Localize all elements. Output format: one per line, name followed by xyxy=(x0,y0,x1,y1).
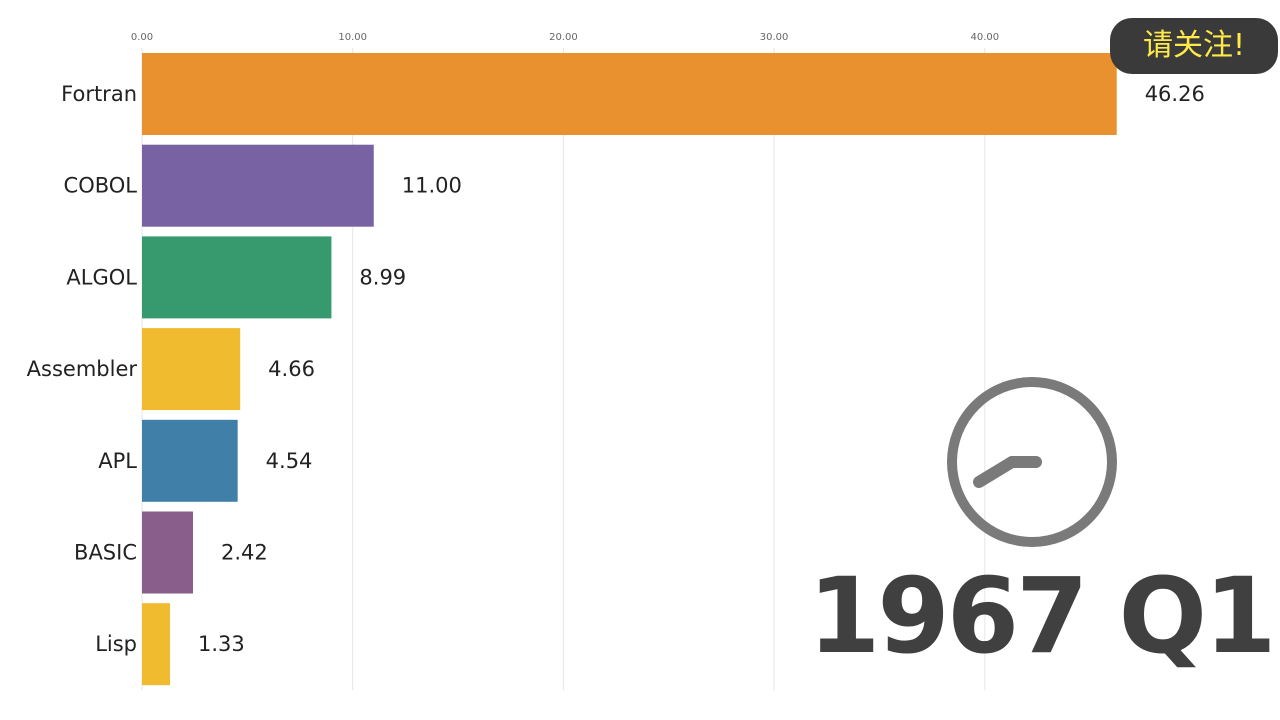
value-label: 2.42 xyxy=(221,541,268,565)
x-tick-label: 40.00 xyxy=(970,32,999,43)
category-label: APL xyxy=(98,449,137,473)
follow-badge: 请关注! xyxy=(1110,18,1278,74)
value-label: 11.00 xyxy=(402,174,462,198)
bars xyxy=(142,53,1117,686)
x-tick-label: 10.00 xyxy=(338,32,367,43)
clock-icon xyxy=(947,377,1117,547)
bar-algol xyxy=(142,236,332,319)
category-label: Assembler xyxy=(27,357,138,381)
bar-apl xyxy=(142,419,238,502)
value-labels: 46.26 11.00 8.99 4.66 4.54 2.42 1.33 xyxy=(198,82,1205,656)
bar-cobol xyxy=(142,144,374,227)
value-label: 1.33 xyxy=(198,632,245,656)
category-label: Lisp xyxy=(95,632,137,656)
category-label: COBOL xyxy=(64,174,138,198)
value-label: 46.26 xyxy=(1145,82,1205,106)
category-label: Fortran xyxy=(61,82,137,106)
bar-assembler xyxy=(142,328,241,411)
x-axis-ticks: 0.00 10.00 20.00 30.00 40.00 xyxy=(131,32,999,43)
category-labels: Fortran COBOL ALGOL Assembler APL BASIC Lisp xyxy=(27,82,138,656)
bar-basic xyxy=(142,511,193,594)
category-label: BASIC xyxy=(74,541,137,565)
period-label: 1967 Q1 xyxy=(808,555,1276,677)
x-tick-label: 30.00 xyxy=(760,32,789,43)
value-label: 8.99 xyxy=(359,265,406,289)
bar-fortran xyxy=(142,53,1117,135)
value-label: 4.66 xyxy=(268,357,315,381)
bar-lisp xyxy=(142,603,171,686)
value-label: 4.54 xyxy=(266,449,313,473)
x-tick-label: 0.00 xyxy=(131,32,153,43)
category-label: ALGOL xyxy=(66,265,137,289)
x-tick-label: 20.00 xyxy=(549,32,578,43)
